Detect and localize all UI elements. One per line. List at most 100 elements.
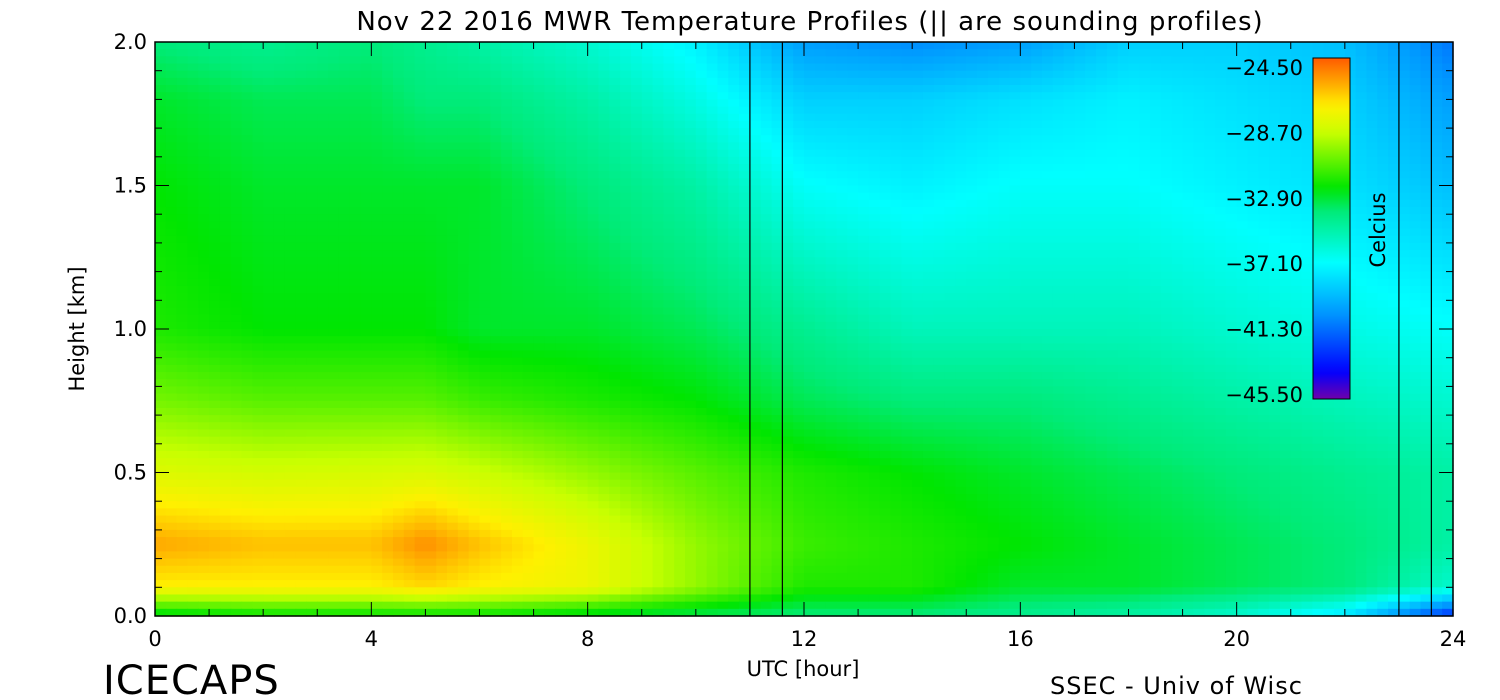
- heatmap-cell: [1258, 56, 1270, 65]
- heatmap-cell: [284, 56, 297, 65]
- heatmap-cell: [804, 163, 816, 172]
- heatmap-cell: [652, 128, 664, 136]
- heatmap-cell: [1128, 228, 1140, 237]
- heatmap-cell: [230, 257, 243, 266]
- heatmap-cell: [490, 192, 502, 201]
- heatmap-cell: [1398, 278, 1411, 287]
- heatmap-cell: [1139, 257, 1151, 266]
- heatmap-cell: [338, 113, 351, 122]
- heatmap-cell: [587, 63, 600, 72]
- heatmap-cell: [1128, 163, 1140, 172]
- heatmap-cell: [1204, 106, 1216, 115]
- heatmap-cell: [566, 300, 578, 309]
- heatmap-cell: [1290, 307, 1303, 316]
- heatmap-cell: [1377, 264, 1389, 273]
- heatmap-cell: [652, 329, 664, 337]
- heatmap-cell: [620, 207, 632, 215]
- heatmap-cell: [890, 128, 902, 136]
- heatmap-cell: [425, 199, 437, 208]
- heatmap-cell: [425, 307, 437, 316]
- heatmap-cell: [328, 70, 340, 79]
- heatmap-cell: [836, 314, 848, 323]
- heatmap-cell: [522, 142, 535, 151]
- heatmap-cell: [219, 300, 232, 309]
- heatmap-cell: [566, 178, 578, 187]
- heatmap-cell: [425, 207, 437, 215]
- heatmap-cell: [414, 242, 427, 251]
- heatmap-cell: [1182, 321, 1194, 330]
- heatmap-cell: [1236, 321, 1249, 330]
- heatmap-cell: [1366, 264, 1378, 273]
- heatmap-cell: [728, 163, 740, 172]
- heatmap-cell: [825, 156, 838, 165]
- heatmap-cell: [728, 329, 740, 337]
- heatmap-cell: [1409, 329, 1422, 337]
- heatmap-cell: [1193, 300, 1205, 309]
- heatmap-cell: [338, 207, 351, 215]
- heatmap-cell: [317, 221, 329, 230]
- heatmap-cell: [566, 142, 578, 151]
- heatmap-cell: [630, 228, 643, 237]
- heatmap-cell: [1301, 56, 1313, 65]
- heatmap-cell: [739, 250, 751, 258]
- heatmap-cell: [1247, 149, 1259, 158]
- heatmap-cell: [1160, 106, 1173, 115]
- heatmap-cell: [1074, 185, 1086, 194]
- heatmap-cell: [793, 285, 805, 294]
- heatmap-cell: [436, 235, 448, 244]
- heatmap-cell: [306, 278, 318, 287]
- heatmap-cell: [176, 271, 189, 280]
- heatmap-cell: [1236, 128, 1249, 136]
- heatmap-cell: [414, 321, 427, 330]
- heatmap-cell: [1128, 207, 1140, 215]
- heatmap-cell: [1269, 207, 1281, 215]
- heatmap-cell: [847, 214, 859, 222]
- heatmap-cell: [263, 199, 275, 208]
- heatmap-cell: [663, 321, 675, 330]
- heatmap-cell: [804, 336, 816, 344]
- heatmap-cell: [609, 271, 621, 280]
- heatmap-cell: [1420, 77, 1432, 86]
- heatmap-cell: [1063, 293, 1076, 301]
- heatmap-cell: [609, 135, 621, 144]
- heatmap-cell: [1182, 92, 1194, 100]
- heatmap-cell: [382, 285, 394, 294]
- heatmap-cell: [1096, 106, 1108, 115]
- heatmap-cell: [1377, 207, 1389, 215]
- heatmap-cell: [955, 329, 967, 337]
- heatmap-cell: [1431, 207, 1443, 215]
- heatmap-cell: [998, 264, 1011, 273]
- heatmap-cell: [1150, 99, 1162, 108]
- heatmap-cell: [338, 63, 351, 72]
- heatmap-cell: [566, 192, 578, 201]
- heatmap-cell: [414, 278, 427, 287]
- heatmap-cell: [1074, 271, 1086, 280]
- heatmap-cell: [987, 329, 1000, 337]
- heatmap-cell: [1398, 221, 1411, 230]
- heatmap-cell: [1409, 221, 1422, 230]
- heatmap-cell: [219, 120, 232, 129]
- heatmap-cell: [403, 128, 416, 136]
- heatmap-cell: [825, 92, 838, 100]
- heatmap-cell: [1236, 142, 1249, 151]
- heatmap-cell: [479, 142, 491, 151]
- heatmap-cell: [1301, 120, 1313, 129]
- heatmap-cell: [209, 207, 221, 215]
- heatmap-cell: [284, 171, 297, 179]
- heatmap-cell: [966, 49, 978, 57]
- heatmap-cell: [987, 49, 1000, 57]
- heatmap-cell: [685, 192, 697, 201]
- heatmap-cell: [447, 235, 459, 244]
- heatmap-cell: [1106, 106, 1119, 115]
- heatmap-cell: [868, 300, 881, 309]
- heatmap-cell: [414, 171, 427, 179]
- heatmap-cell: [674, 235, 686, 244]
- heatmap-cell: [555, 49, 567, 57]
- heatmap-cell: [209, 156, 221, 165]
- heatmap-cell: [1193, 85, 1205, 93]
- heatmap-cell: [328, 113, 340, 122]
- heatmap-cell: [230, 207, 243, 215]
- heatmap-cell: [706, 264, 719, 273]
- heatmap-cell: [1420, 264, 1432, 273]
- heatmap-cell: [155, 142, 167, 151]
